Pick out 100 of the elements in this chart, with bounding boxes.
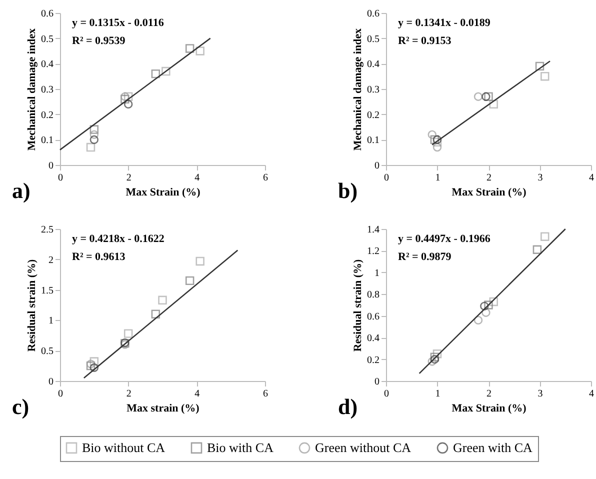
- y-tick-label: 0.6: [367, 8, 380, 20]
- point: [196, 256, 204, 266]
- y-axis-title: Mechanical damage index: [352, 28, 364, 151]
- text: a): [12, 178, 30, 203]
- annotation: R² = 0.9539: [72, 35, 126, 47]
- point: [90, 363, 99, 372]
- point: [432, 138, 442, 147]
- point: [480, 302, 489, 310]
- legend-label: Green without CA: [315, 440, 412, 455]
- x-axis-title: Max Strain (%): [452, 402, 527, 414]
- point: [432, 142, 442, 152]
- x-tick-label: 6: [263, 172, 268, 184]
- point: [489, 297, 498, 306]
- y-tick-label: 0.3: [41, 84, 54, 96]
- x-tick-label: 0: [58, 388, 63, 400]
- y-tick-label: 0: [48, 160, 54, 172]
- point: [120, 92, 130, 101]
- y-tick-label: 1: [48, 316, 54, 327]
- y-tick-label: 0.6: [367, 311, 380, 322]
- y-tick-label: 0: [48, 376, 54, 388]
- annotation: R² = 0.9153: [398, 35, 452, 47]
- annotation: y = 0.4218x - 0.1622: [72, 233, 165, 245]
- point: [430, 352, 440, 362]
- legend-label: Bio without CA: [82, 440, 166, 455]
- x-tick-label: 3: [538, 388, 543, 400]
- annotation: R² = 0.9879: [398, 251, 452, 263]
- x-tick-label: 0: [384, 172, 389, 184]
- point: [432, 135, 442, 144]
- point: [196, 46, 204, 56]
- y-tick-label: 0.5: [41, 346, 54, 358]
- point: [484, 300, 493, 310]
- y-axis-title: Mechanical damage index: [26, 28, 38, 151]
- point: [482, 92, 490, 101]
- y-tick-label: 0.2: [367, 354, 380, 366]
- x-tick-label: 2: [126, 172, 132, 184]
- point: [124, 329, 133, 338]
- x-axis-title: Max Strain (%): [452, 186, 527, 198]
- x-tick-label: 3: [538, 172, 543, 184]
- point: [540, 232, 550, 241]
- text: d): [338, 394, 358, 419]
- y-tick-label: 0.6: [41, 8, 54, 20]
- y-tick-label: 2.5: [41, 224, 54, 236]
- point: [124, 92, 133, 101]
- point: [185, 44, 194, 53]
- y-tick-label: 1: [374, 268, 380, 279]
- legend-label: Green with CA: [453, 440, 534, 455]
- y-tick-label: 2: [48, 254, 54, 266]
- x-tick-label: 0: [58, 172, 63, 184]
- point: [90, 125, 99, 134]
- y-tick-label: 0.3: [367, 84, 380, 96]
- point: [535, 62, 544, 71]
- point: [151, 310, 160, 318]
- point: [474, 316, 483, 325]
- point: [430, 354, 440, 364]
- x-tick-label: 4: [194, 172, 200, 184]
- point: [430, 135, 440, 144]
- point: [482, 308, 490, 317]
- point: [124, 100, 133, 109]
- y-axis-title: Residual strain (%): [26, 259, 38, 352]
- x-tick-label: 0: [384, 388, 389, 400]
- y-tick-label: 0.4: [367, 59, 380, 70]
- point: [532, 245, 542, 254]
- x-axis-title: Max strain (%): [126, 402, 200, 414]
- x-tick-label: 4: [589, 388, 594, 400]
- y-tick-label: 0.4: [367, 333, 380, 344]
- point: [428, 357, 436, 366]
- annotation: y = 0.1341x - 0.0189: [398, 17, 491, 29]
- y-tick-label: 1.2: [367, 246, 380, 258]
- point: [474, 92, 483, 101]
- point: [489, 100, 498, 109]
- y-tick-label: 1.4: [367, 224, 380, 236]
- text: b): [338, 178, 358, 203]
- point: [158, 296, 167, 304]
- point: [432, 350, 442, 358]
- legend-label: Bio with CA: [207, 440, 274, 455]
- point: [120, 94, 130, 104]
- y-tick-label: 0: [374, 376, 380, 388]
- point: [185, 276, 194, 286]
- text: c): [12, 394, 30, 419]
- y-tick-label: 0.5: [367, 34, 380, 45]
- x-tick-label: 6: [263, 388, 268, 400]
- point: [162, 66, 170, 76]
- point: [86, 142, 96, 152]
- x-tick-label: 2: [486, 172, 492, 184]
- annotation: y = 0.1315x - 0.0116: [72, 17, 164, 29]
- point: [90, 130, 99, 139]
- x-tick-label: 1: [435, 388, 440, 400]
- y-tick-label: 1.5: [41, 285, 54, 296]
- point: [151, 69, 160, 78]
- point: [484, 92, 493, 101]
- y-tick-label: 0: [374, 160, 380, 172]
- x-axis-title: Max Strain (%): [126, 186, 201, 198]
- y-axis-title: Residual strain (%): [352, 259, 364, 352]
- annotation: R² = 0.9613: [72, 251, 126, 263]
- point: [428, 130, 436, 139]
- x-tick-label: 4: [589, 172, 594, 184]
- x-tick-label: 2: [486, 388, 492, 400]
- point: [540, 72, 550, 81]
- y-tick-label: 0.2: [41, 110, 54, 121]
- point: [90, 135, 99, 144]
